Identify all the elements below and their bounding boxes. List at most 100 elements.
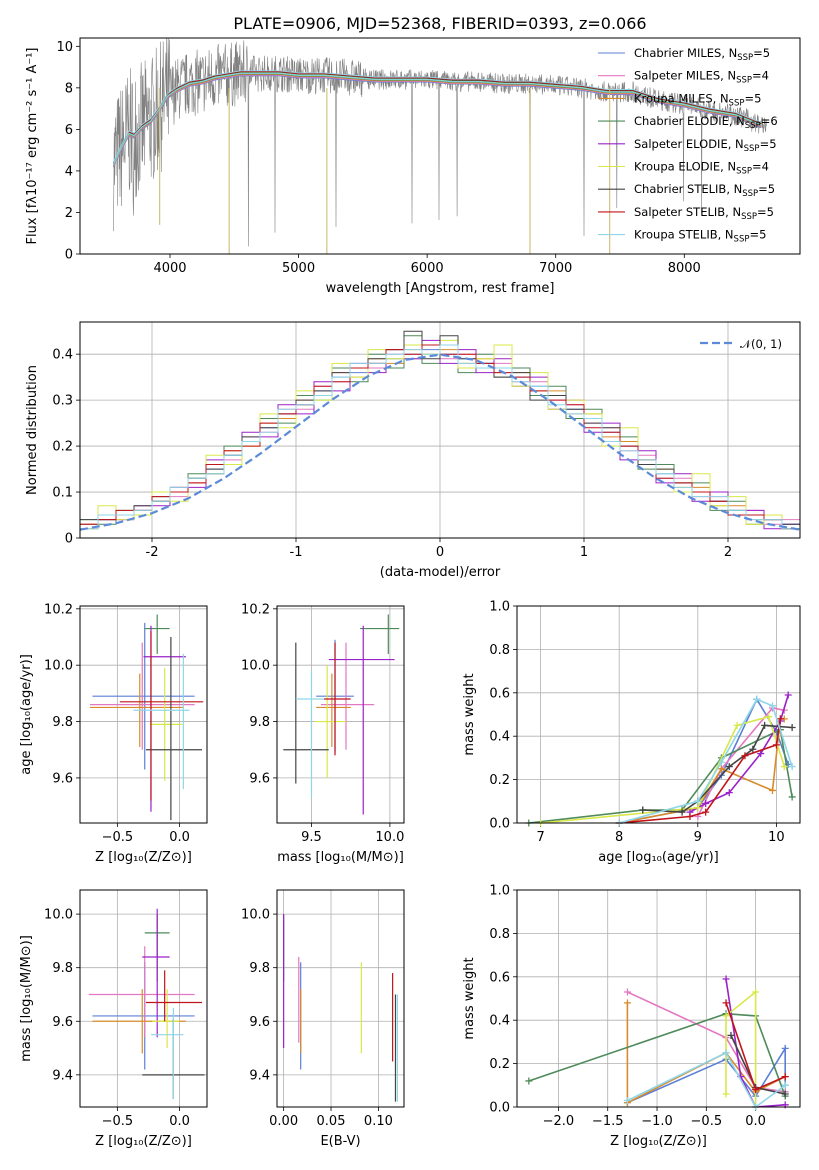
y-tick-label-1: 0.2 [489, 1057, 510, 1072]
x-axis-label: age [log₁₀(age/yr)] [598, 850, 719, 865]
grid-lines [277, 890, 404, 1107]
axes-frame [276, 889, 405, 1108]
spectrum-legend: Chabrier MILES, NSSP=5 Salpeter MILES, NS… [598, 46, 778, 245]
x-tick-label-0: 7 [536, 830, 544, 845]
y-tick-label-3: 0.6 [489, 970, 510, 985]
weight-marker-6-5 [761, 721, 769, 729]
axes-frame [516, 605, 801, 824]
weight-marker-7-2 [702, 808, 710, 816]
legend-label-8: Kroupa STELIB, NSSP=5 [634, 228, 766, 245]
x-tick-label-1: 10.0 [375, 830, 404, 845]
x-axis-label: E(B-V) [320, 1134, 360, 1149]
age-vs-mass-panel: 9.5 10.0 9.6 9.8 10.0 10.2 mass [log₁₀(M/M⊙)] [241, 602, 405, 865]
x-tick-label-0: 4000 [153, 261, 186, 276]
y-axis-label: mass weight [462, 957, 477, 1039]
weight-line-1 [697, 707, 785, 817]
y-tick-label-1: 0.1 [52, 486, 73, 501]
model-spectrum-line-8 [112, 70, 762, 163]
weight-marker-5-1 [694, 804, 702, 812]
weight-marker-8-1 [694, 797, 702, 805]
weight-marker-4-0 [722, 975, 730, 983]
x-axis-label: (data-model)/error [380, 565, 501, 580]
y-tick-label-0: 0.0 [489, 817, 510, 832]
x-tick-label-1: 8 [615, 830, 623, 845]
x-axis-label: mass [log₁₀(M/M⊙)] [277, 850, 404, 865]
axes-frame [79, 37, 801, 255]
legend-label-6: Chabrier STELIB, NSSP=5 [634, 182, 775, 199]
y-tick-label-2: 0.2 [52, 440, 73, 455]
weight-marker-8-2 [717, 758, 725, 766]
y-tick-label-0: 9.4 [249, 1068, 270, 1083]
weight-marker-1-0 [623, 988, 631, 996]
y-tick-label-5: 1.0 [489, 884, 510, 899]
mass-vs-metallicity-panel: −0.5 0.0 9.4 9.6 9.8 10.0 Z [log₁₀(Z/Z⊙)] mass … [19, 889, 208, 1149]
y-tick-label-4: 0.8 [489, 643, 510, 658]
x-axis-label: Z [log₁₀(Z/Z⊙)] [95, 850, 192, 865]
y-tick-label-1: 9.8 [249, 715, 270, 730]
x-tick-label-2: −1.0 [641, 1114, 673, 1129]
x-tick-label-4: 8000 [668, 261, 701, 276]
y-tick-label-2: 0.4 [489, 1014, 510, 1029]
weight-marker-7-1 [752, 1086, 760, 1094]
weight-marker-7-5 [776, 715, 784, 723]
normal-legend-label: 𝒩(0, 1) [740, 337, 782, 351]
y-tick-label-4: 0.8 [489, 927, 510, 942]
normal-curve-line [80, 353, 800, 531]
y-tick-label-3: 6 [65, 123, 73, 138]
x-tick-label-3: 7000 [539, 261, 572, 276]
x-axis-label: Z [log₁₀(Z/Z⊙)] [610, 1134, 707, 1149]
weight-marker-4-5 [784, 691, 792, 699]
x-tick-label-1: 0.05 [317, 1114, 346, 1129]
y-tick-label-5: 10 [56, 40, 73, 55]
x-tick-label-2: 9 [694, 830, 702, 845]
y-axis-label: age [log₁₀(age/yr)] [19, 654, 34, 775]
weight-line-8 [627, 1051, 786, 1107]
residual-histogram-panel: -2 -1 0 1 2 0 0.1 0.2 0.3 0.4 (data-model)/error No… [25, 321, 801, 580]
x-tick-label-4: 0.0 [745, 1114, 766, 1129]
weight-marker-5-2 [752, 988, 760, 996]
y-tick-label-3: 10.2 [44, 602, 73, 617]
y-tick-label-3: 10.0 [241, 908, 270, 923]
y-tick-label-2: 9.8 [249, 961, 270, 976]
y-tick-label-4: 8 [65, 81, 73, 96]
weight-marker-8-4 [768, 702, 776, 710]
weight-marker-6-3 [725, 763, 733, 771]
x-tick-label-3: 10 [768, 830, 785, 845]
weight-marker-6-6 [788, 724, 796, 732]
legend-label-1: Salpeter MILES, NSSP=4 [634, 69, 769, 86]
weight-line-3 [528, 728, 793, 823]
axes-frame [79, 605, 208, 824]
y-tick-label-3: 10.2 [241, 602, 270, 617]
y-tick-label-3: 0.3 [52, 394, 73, 409]
legend-label-3: Chabrier ELODIE, NSSP=6 [634, 114, 778, 131]
weight-marker-0-3 [781, 1044, 789, 1052]
weight-marker-8-0 [623, 1096, 631, 1104]
weight-marker-8-1 [722, 1049, 730, 1057]
axes-frame [276, 605, 405, 824]
best-model-line [112, 72, 762, 165]
x-tick-label-0: -2 [146, 545, 159, 560]
y-tick-label-2: 10.0 [241, 659, 270, 674]
x-tick-label-1: 0.0 [169, 1114, 190, 1129]
legend-label-4: Salpeter ELODIE, NSSP=5 [634, 137, 777, 154]
y-axis-label: mass [log₁₀(M/M⊙)] [19, 935, 34, 1062]
y-tick-label-5: 1.0 [489, 600, 510, 615]
x-tick-label-1: 0.0 [169, 830, 190, 845]
y-tick-label-1: 9.6 [52, 1015, 73, 1030]
figure-title: PLATE=0906, MJD=52368, FIBERID=0393, z=0… [233, 14, 646, 33]
weight-marker-5-0 [722, 1090, 730, 1098]
x-tick-label-3: −0.5 [691, 1114, 723, 1129]
weight-marker-7-0 [722, 999, 730, 1007]
x-tick-label-3: 1 [580, 545, 588, 560]
weight-marker-7-1 [686, 812, 694, 820]
y-tick-label-2: 10.0 [44, 659, 73, 674]
y-tick-label-2: 9.8 [52, 961, 73, 976]
y-tick-label-0: 9.4 [52, 1068, 73, 1083]
weight-marker-4-2 [725, 789, 733, 797]
x-tick-label-0: −0.5 [102, 830, 134, 845]
weight-marker-2-3 [768, 786, 776, 794]
axes-frame [79, 889, 208, 1108]
y-tick-label-2: 4 [65, 164, 73, 179]
axes-frame [79, 321, 801, 539]
